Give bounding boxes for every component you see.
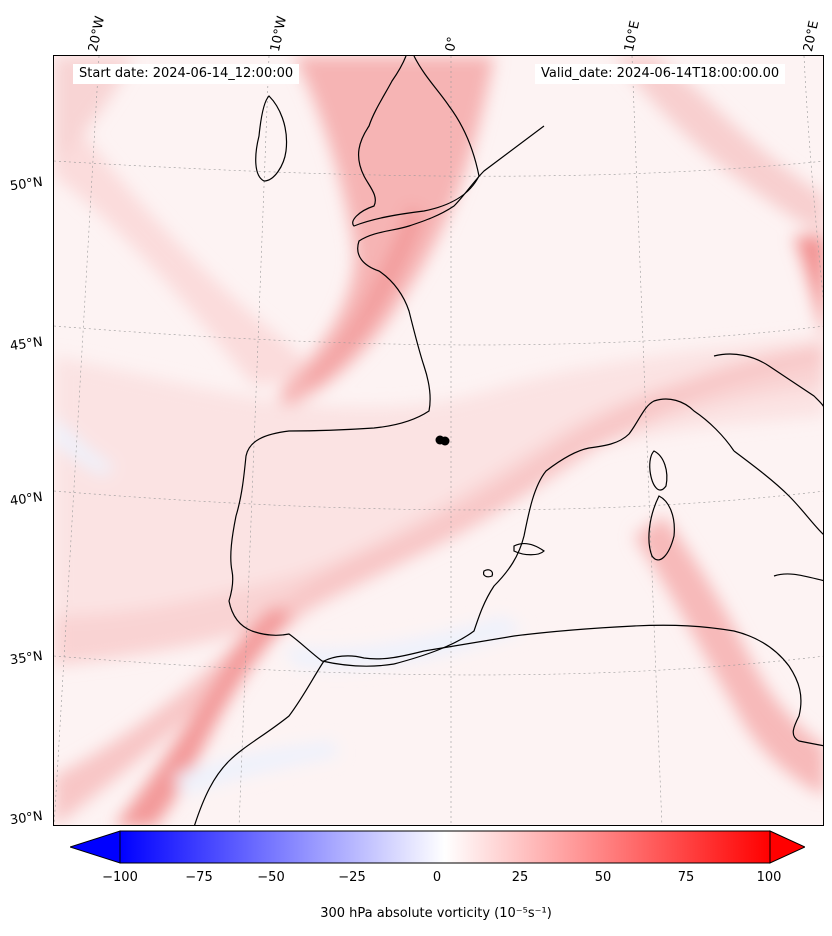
- colorbar-gradient: [119, 830, 771, 864]
- map-area[interactable]: [53, 55, 824, 826]
- colorbar-tick-0: 0: [432, 870, 442, 885]
- colorbar-tick-25: 25: [511, 870, 529, 885]
- colorbar: [70, 830, 805, 864]
- lon-label-20e: 20°E: [801, 19, 823, 54]
- colorbar-tick-m100: −100: [102, 870, 138, 885]
- colorbar-tick-50: 50: [594, 870, 612, 885]
- lat-label-35n: 35°N: [9, 648, 44, 669]
- lon-label-10e: 10°E: [622, 19, 644, 54]
- lat-label-40n: 40°N: [9, 489, 44, 510]
- lat-label-45n: 45°N: [9, 334, 44, 355]
- start-date-label: Start date: 2024-06-14_12:00:00: [73, 64, 300, 84]
- colorbar-extend-max: [769, 830, 805, 864]
- colorbar-label: 300 hPa absolute vorticity (10⁻⁵s⁻¹): [320, 906, 552, 921]
- lon-label-0: 0°: [443, 35, 461, 54]
- graticule: [54, 56, 823, 825]
- coastlines: [194, 56, 823, 825]
- lon-label-20w: 20°W: [86, 14, 109, 54]
- lat-label-50n: 50°N: [9, 174, 44, 195]
- colorbar-tick-100: 100: [756, 870, 782, 885]
- vorticity-map: [54, 56, 823, 825]
- colorbar-tick-m25: −25: [338, 870, 366, 885]
- colorbar-tick-75: 75: [677, 870, 695, 885]
- colorbar-tick-m50: −50: [257, 870, 285, 885]
- lat-label-30n: 30°N: [9, 808, 44, 829]
- valid-date-label: Valid_date: 2024-06-14T18:00:00.00: [535, 64, 786, 84]
- location-marker: [435, 435, 450, 446]
- colorbar-extend-min: [70, 830, 121, 864]
- colorbar-tick-m75: −75: [185, 870, 213, 885]
- lon-label-10w: 10°W: [268, 14, 291, 54]
